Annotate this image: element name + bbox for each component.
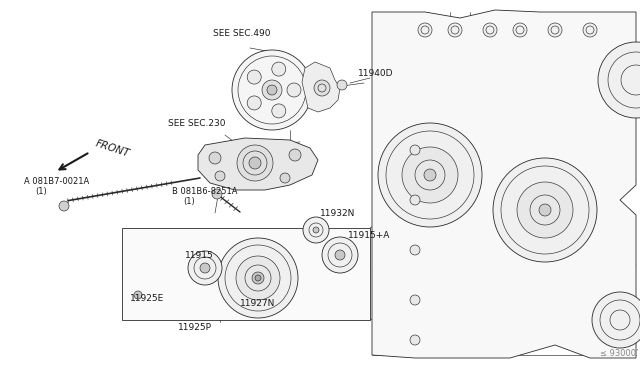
Text: B 081B6-8251A: B 081B6-8251A bbox=[172, 187, 237, 196]
Text: SEE SEC.490: SEE SEC.490 bbox=[213, 29, 271, 38]
Polygon shape bbox=[372, 10, 636, 358]
Circle shape bbox=[583, 23, 597, 37]
Text: SEE SEC.230: SEE SEC.230 bbox=[168, 119, 225, 128]
Circle shape bbox=[493, 158, 597, 262]
Circle shape bbox=[280, 173, 290, 183]
Circle shape bbox=[418, 23, 432, 37]
Circle shape bbox=[337, 80, 347, 90]
Circle shape bbox=[598, 42, 640, 118]
Circle shape bbox=[272, 104, 286, 118]
Circle shape bbox=[483, 23, 497, 37]
Circle shape bbox=[267, 85, 277, 95]
Circle shape bbox=[378, 123, 482, 227]
Circle shape bbox=[188, 251, 222, 285]
Circle shape bbox=[313, 227, 319, 233]
Circle shape bbox=[592, 292, 640, 348]
Circle shape bbox=[237, 145, 273, 181]
Circle shape bbox=[513, 23, 527, 37]
Polygon shape bbox=[198, 138, 318, 190]
Polygon shape bbox=[122, 228, 370, 320]
Circle shape bbox=[424, 169, 436, 181]
Text: (1): (1) bbox=[183, 197, 195, 206]
Text: 11927N: 11927N bbox=[240, 299, 275, 308]
Text: A 081B7-0021A: A 081B7-0021A bbox=[24, 177, 89, 186]
Circle shape bbox=[448, 23, 462, 37]
Text: (1): (1) bbox=[35, 187, 47, 196]
Circle shape bbox=[272, 62, 286, 76]
Circle shape bbox=[255, 275, 261, 281]
Text: 11915+A: 11915+A bbox=[348, 231, 390, 240]
Circle shape bbox=[232, 50, 312, 130]
Circle shape bbox=[335, 250, 345, 260]
Circle shape bbox=[322, 237, 358, 273]
Circle shape bbox=[517, 182, 573, 238]
Circle shape bbox=[287, 83, 301, 97]
Circle shape bbox=[289, 149, 301, 161]
Circle shape bbox=[212, 189, 222, 199]
Circle shape bbox=[539, 204, 551, 216]
Text: ≤ 93000’: ≤ 93000’ bbox=[600, 349, 639, 358]
Circle shape bbox=[262, 80, 282, 100]
Circle shape bbox=[252, 272, 264, 284]
Text: FRONT: FRONT bbox=[94, 138, 131, 159]
Circle shape bbox=[314, 80, 330, 96]
Circle shape bbox=[59, 201, 69, 211]
Circle shape bbox=[215, 171, 225, 181]
Circle shape bbox=[247, 96, 261, 110]
Text: 11932N: 11932N bbox=[320, 209, 355, 218]
Circle shape bbox=[410, 195, 420, 205]
Text: 11925P: 11925P bbox=[178, 323, 212, 332]
Circle shape bbox=[402, 147, 458, 203]
Circle shape bbox=[247, 70, 261, 84]
Polygon shape bbox=[302, 62, 340, 112]
Circle shape bbox=[134, 291, 142, 299]
Circle shape bbox=[410, 145, 420, 155]
Circle shape bbox=[200, 263, 210, 273]
Text: 11915: 11915 bbox=[185, 251, 214, 260]
Circle shape bbox=[548, 23, 562, 37]
Circle shape bbox=[303, 217, 329, 243]
Text: 11940D: 11940D bbox=[358, 70, 394, 78]
Circle shape bbox=[218, 238, 298, 318]
Circle shape bbox=[209, 152, 221, 164]
Circle shape bbox=[236, 256, 280, 300]
Text: 11925E: 11925E bbox=[130, 294, 164, 303]
Circle shape bbox=[249, 157, 261, 169]
Circle shape bbox=[410, 335, 420, 345]
Circle shape bbox=[410, 245, 420, 255]
Circle shape bbox=[410, 295, 420, 305]
